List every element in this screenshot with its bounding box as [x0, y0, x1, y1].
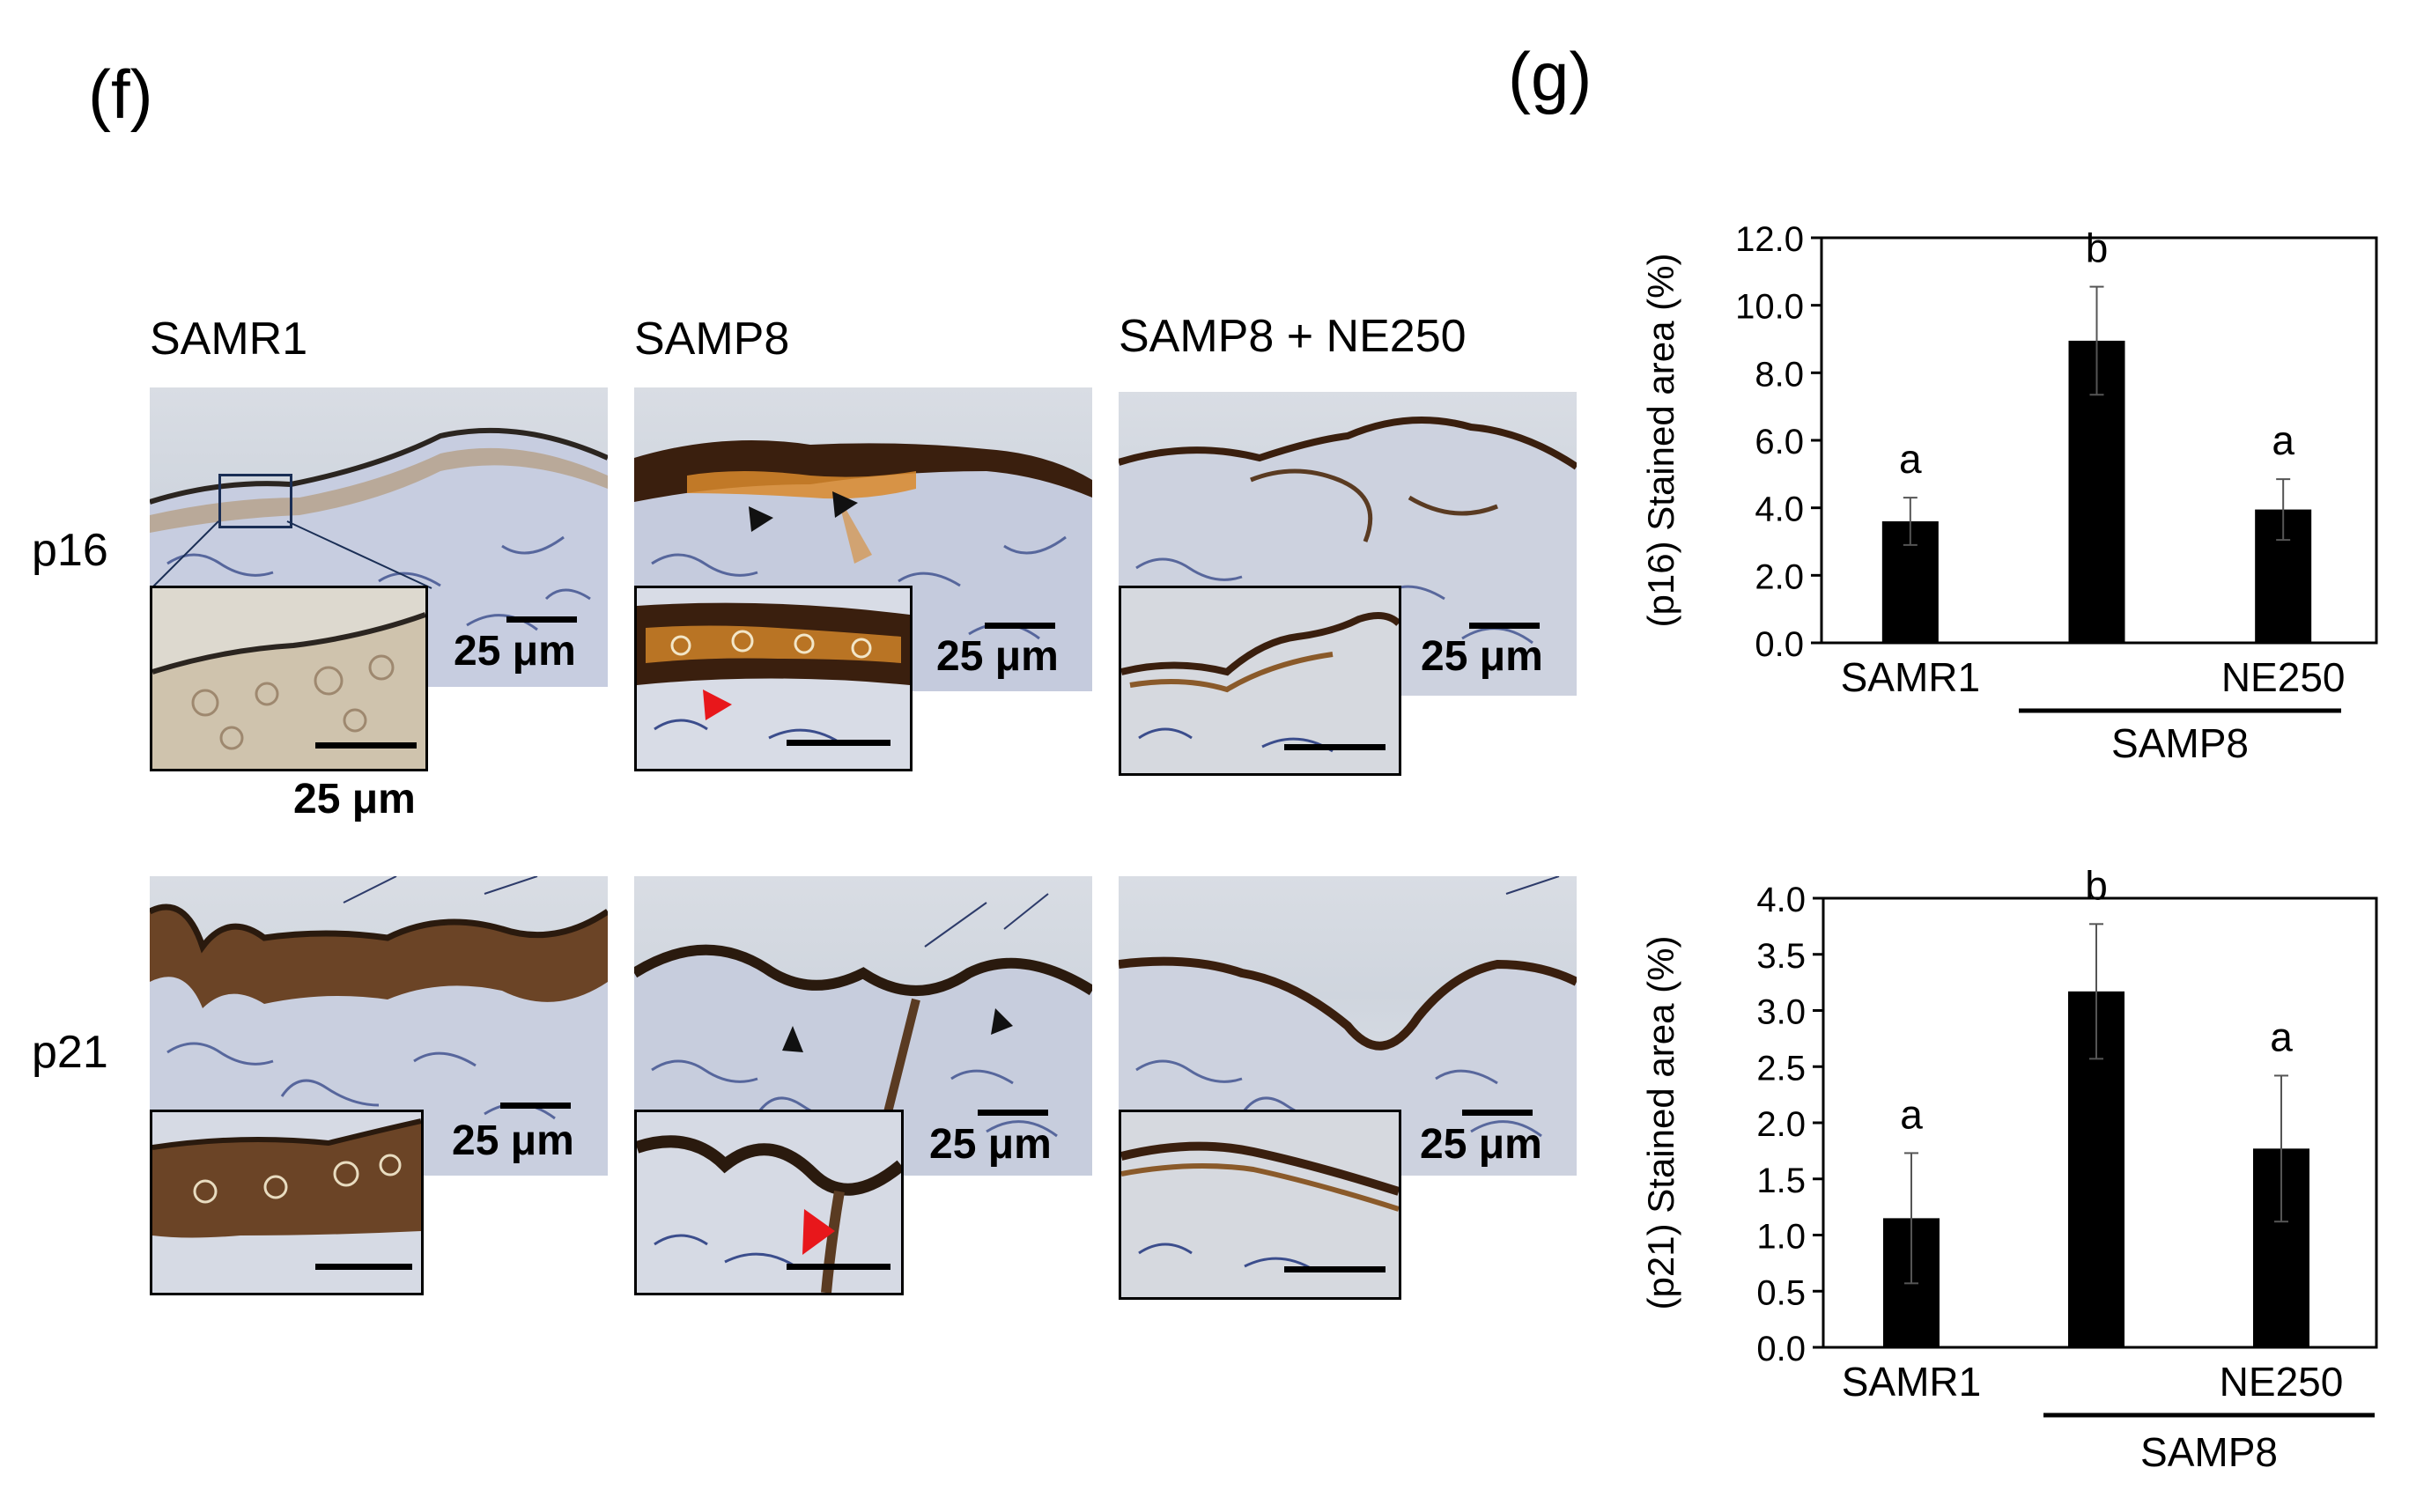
- scale-bar: [506, 616, 577, 623]
- scale-bar: [1469, 623, 1540, 629]
- scale-bar-label: 25 μm: [1420, 1121, 1542, 1168]
- panel-label-g: (g): [1508, 38, 1592, 115]
- y-tick-label: 2.5: [1756, 1049, 1806, 1088]
- bar-chart-p21: 0.0 0.5 1.0 1.5 2.0 2.5 3.0 3.5 4.0 (p21) Stained…: [1640, 863, 2378, 1475]
- y-tick-label: 1.5: [1756, 1162, 1806, 1200]
- category-label: SAMR1: [1841, 654, 1980, 700]
- y-tick-label: 0.0: [1755, 625, 1804, 664]
- category-label: SAMR1: [1842, 1359, 1981, 1405]
- column-label-samp8-ne250: SAMP8 + NE250: [1119, 311, 1467, 362]
- inset-samp8-p16: [634, 586, 913, 771]
- y-tick-label: 8.0: [1755, 355, 1804, 394]
- scale-bar-label: 25 μm: [454, 628, 576, 675]
- group-label: SAMP8: [2111, 720, 2249, 766]
- panel-label-f: (f): [88, 55, 153, 133]
- significance-label: a: [2272, 417, 2294, 463]
- y-tick-label: 12.0: [1735, 220, 1804, 259]
- column-label-samp8: SAMP8: [634, 313, 790, 365]
- scale-bar-label: 25 μm: [1421, 633, 1543, 680]
- y-tick-label: 1.0: [1756, 1218, 1806, 1257]
- region-of-interest-box: [218, 474, 292, 528]
- scale-bar: [1462, 1110, 1533, 1116]
- inset-samp8-ne250-p16: [1119, 586, 1401, 776]
- scale-bar-label: 25 μm: [936, 633, 1059, 680]
- bar-chart-p16: 0.0 2.0 4.0 6.0 8.0 10.0 12.0 (p16) Stained are…: [1640, 220, 2378, 766]
- y-tick-label: 0.5: [1756, 1273, 1806, 1312]
- scale-bar-label: 25 μm: [929, 1121, 1052, 1168]
- y-tick-label: 4.0: [1756, 881, 1806, 919]
- y-tick-label: 2.0: [1756, 1105, 1806, 1144]
- y-axis-label: (p21) Stained area (%): [1640, 936, 1681, 1310]
- group-label: SAMP8: [2140, 1429, 2278, 1475]
- significance-label: a: [2270, 1014, 2293, 1059]
- scale-bar-label: 25 μm: [293, 776, 416, 822]
- column-label-samr1: SAMR1: [150, 313, 308, 365]
- y-tick-label: 10.0: [1735, 288, 1804, 327]
- significance-label: a: [1899, 436, 1922, 482]
- scale-bar: [985, 623, 1055, 629]
- y-axis-label: (p16) Stained area (%): [1640, 254, 1681, 628]
- category-label: NE250: [2221, 654, 2346, 700]
- inset-samp8-p21: [634, 1110, 904, 1295]
- zoom-guide-lines: [151, 520, 432, 589]
- inset-samr1-p16: [150, 586, 428, 771]
- category-label: NE250: [2220, 1359, 2344, 1405]
- y-tick-label: 2.0: [1755, 557, 1804, 596]
- y-tick-label: 4.0: [1755, 490, 1804, 529]
- scale-bar-label: 25 μm: [452, 1117, 574, 1164]
- y-tick-label: 3.0: [1756, 993, 1806, 1032]
- row-label-p21: p21: [32, 1027, 108, 1078]
- significance-label: b: [2086, 225, 2109, 271]
- significance-label: a: [1900, 1091, 1923, 1137]
- inset-samr1-p21: [150, 1110, 424, 1295]
- scale-bar: [500, 1103, 571, 1109]
- inset-samp8-ne250-p21: [1119, 1110, 1401, 1300]
- y-tick-label: 3.5: [1756, 937, 1806, 976]
- y-tick-label: 6.0: [1755, 423, 1804, 461]
- scale-bar: [978, 1110, 1048, 1116]
- significance-label: b: [2085, 863, 2108, 908]
- y-tick-label: 0.0: [1756, 1330, 1806, 1368]
- row-label-p16: p16: [32, 525, 108, 576]
